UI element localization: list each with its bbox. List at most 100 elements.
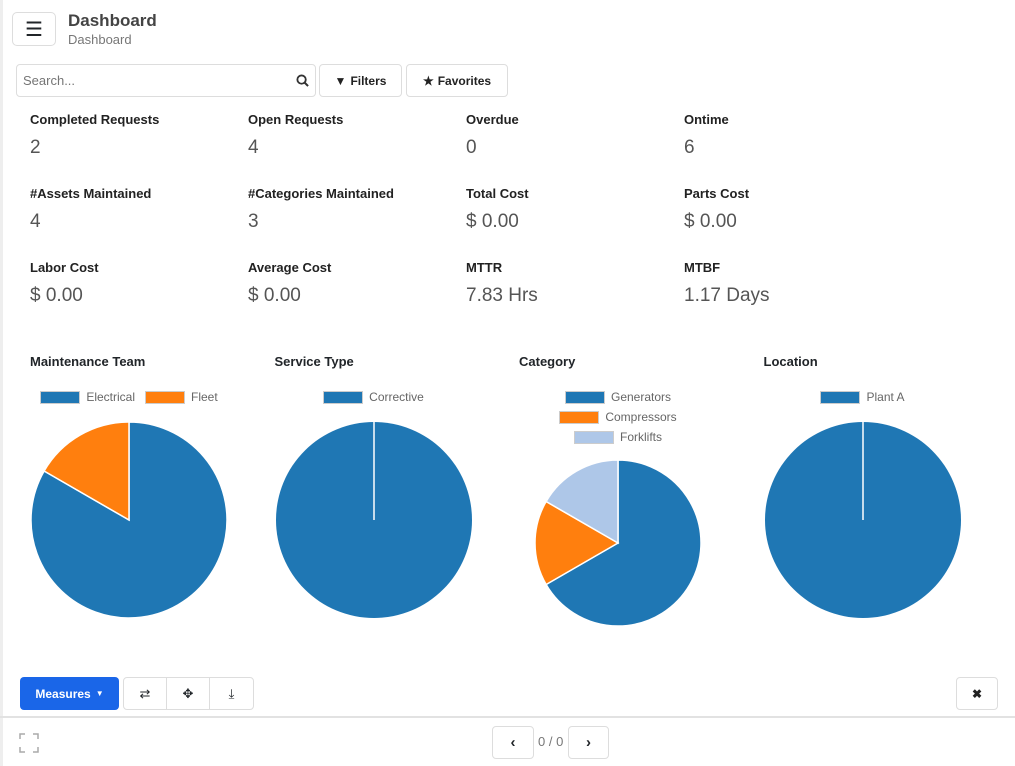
- arrows-icon: ✥: [182, 685, 194, 701]
- legend-label: Electrical: [86, 390, 135, 404]
- pie-chart: [764, 422, 961, 618]
- legend-item[interactable]: Compressors: [559, 410, 677, 424]
- kpi-label: Average Cost: [248, 260, 332, 275]
- legend-swatch: [145, 390, 185, 404]
- expand-icon[interactable]: [19, 733, 39, 753]
- kpi-label: Ontime: [684, 112, 729, 127]
- chart-legend: Generators Compressors Forklifts: [468, 390, 768, 444]
- kpi-value: $ 0.00: [30, 285, 83, 306]
- chart-actions: ⇄ ✥ ⤓: [123, 677, 254, 710]
- kpi-label: #Categories Maintained: [248, 186, 394, 201]
- legend-swatch: [40, 390, 81, 404]
- menu-button[interactable]: ☰: [12, 12, 56, 46]
- kpi-card: Parts Cost $ 0.00: [684, 186, 894, 233]
- kpi-value: $ 0.00: [248, 285, 301, 306]
- kpi-card: #Assets Maintained 4: [30, 186, 240, 233]
- chart-title: Location: [763, 354, 818, 369]
- filter-icon: ▼: [334, 73, 347, 88]
- kpi-label: MTBF: [684, 260, 721, 275]
- kpi-card: Overdue 0: [466, 112, 676, 159]
- kpi-card: Open Requests 4: [248, 112, 458, 159]
- legend-label: Generators: [610, 390, 672, 404]
- search-box[interactable]: [16, 64, 316, 97]
- kpi-card: Ontime 6: [684, 112, 894, 159]
- chart-title: Service Type: [274, 354, 354, 369]
- legend-swatch: [574, 430, 614, 444]
- kpi-value: 1.17 Days: [684, 285, 770, 306]
- breadcrumb: Dashboard: [68, 32, 132, 47]
- kpi-label: Overdue: [466, 112, 519, 127]
- fullscreen-button[interactable]: ✖: [956, 677, 998, 710]
- kpi-label: #Assets Maintained: [30, 186, 152, 201]
- legend-swatch: [564, 390, 605, 404]
- left-edge: [0, 0, 3, 766]
- legend-label: Fleet: [191, 390, 218, 404]
- legend-label: Forklifts: [620, 430, 662, 444]
- swap-axis-button[interactable]: ⇄: [124, 678, 167, 709]
- filters-label: Filters: [350, 73, 387, 88]
- pie-slice-forklifts[interactable]: [545, 459, 619, 545]
- hamburger-icon: ☰: [25, 18, 43, 41]
- pie-chart: [275, 422, 472, 618]
- download-button[interactable]: ⤓: [210, 678, 253, 709]
- legend-item[interactable]: Forklifts: [574, 430, 662, 444]
- star-icon: ★: [422, 73, 434, 88]
- kpi-value: $ 0.00: [466, 211, 519, 232]
- pie-slice-fleet[interactable]: [43, 421, 130, 522]
- kpi-card: Average Cost $ 0.00: [248, 260, 458, 307]
- chevron-left-icon: ‹: [510, 734, 516, 751]
- filters-button[interactable]: ▼ Filters: [319, 64, 402, 97]
- chart-legend: Plant A: [713, 390, 1013, 404]
- legend-item[interactable]: Plant A: [820, 390, 905, 404]
- favorites-label: Favorites: [437, 73, 492, 88]
- chart-legend: Corrective: [224, 390, 524, 404]
- pie-chart: [30, 421, 228, 619]
- legend-item[interactable]: Corrective: [323, 390, 424, 404]
- pie-slice-generators[interactable]: [545, 459, 702, 627]
- legend-swatch: [820, 390, 861, 404]
- kpi-label: Total Cost: [466, 186, 529, 201]
- pie-slice-plant-a[interactable]: [764, 422, 961, 618]
- legend-item[interactable]: Electrical: [40, 390, 135, 404]
- legend-item[interactable]: Generators: [564, 390, 672, 404]
- pager-value: 0 / 0: [538, 734, 564, 749]
- kpi-value: 6: [684, 137, 695, 158]
- page-title: Dashboard: [68, 11, 157, 30]
- kpi-card: MTTR 7.83 Hrs: [466, 260, 676, 307]
- legend-label: Plant A: [866, 390, 905, 404]
- legend-item[interactable]: Fleet: [145, 390, 218, 404]
- chart-title: Category: [519, 354, 576, 369]
- kpi-value: $ 0.00: [684, 211, 737, 232]
- next-page-button[interactable]: ›: [568, 726, 609, 759]
- compress-icon: ✖: [971, 686, 983, 701]
- search-input[interactable]: [23, 73, 283, 88]
- kpi-value: 0: [466, 137, 477, 158]
- kpi-card: #Categories Maintained 3: [248, 186, 458, 233]
- legend-swatch: [559, 410, 600, 424]
- pie-slice-compressors[interactable]: [534, 500, 620, 586]
- kpi-value: 2: [30, 137, 41, 158]
- chevron-right-icon: ›: [586, 734, 591, 751]
- kpi-value: 7.83 Hrs: [466, 285, 538, 306]
- expand-all-button[interactable]: ✥: [167, 678, 210, 709]
- measures-label: Measures: [35, 686, 91, 701]
- prev-page-button[interactable]: ‹: [492, 726, 534, 759]
- kpi-label: MTTR: [466, 260, 503, 275]
- footer-divider: [0, 716, 1015, 718]
- chart-legend: Electrical Fleet: [0, 390, 279, 404]
- kpi-value: 4: [30, 211, 41, 232]
- favorites-button[interactable]: ★ Favorites: [406, 64, 508, 97]
- kpi-card: Labor Cost $ 0.00: [30, 260, 240, 307]
- measures-button[interactable]: Measures ▼: [20, 677, 119, 710]
- kpi-label: Labor Cost: [30, 260, 99, 275]
- pie-slice-corrective[interactable]: [275, 422, 472, 618]
- kpi-card: Total Cost $ 0.00: [466, 186, 676, 233]
- swap-icon: ⇄: [139, 685, 151, 701]
- chart-title: Maintenance Team: [30, 354, 146, 369]
- legend-swatch: [323, 390, 364, 404]
- search-icon[interactable]: [296, 74, 309, 87]
- legend-label: Compressors: [605, 410, 677, 424]
- kpi-value: 3: [248, 211, 259, 232]
- pie-chart: [534, 459, 702, 627]
- kpi-label: Parts Cost: [684, 186, 750, 201]
